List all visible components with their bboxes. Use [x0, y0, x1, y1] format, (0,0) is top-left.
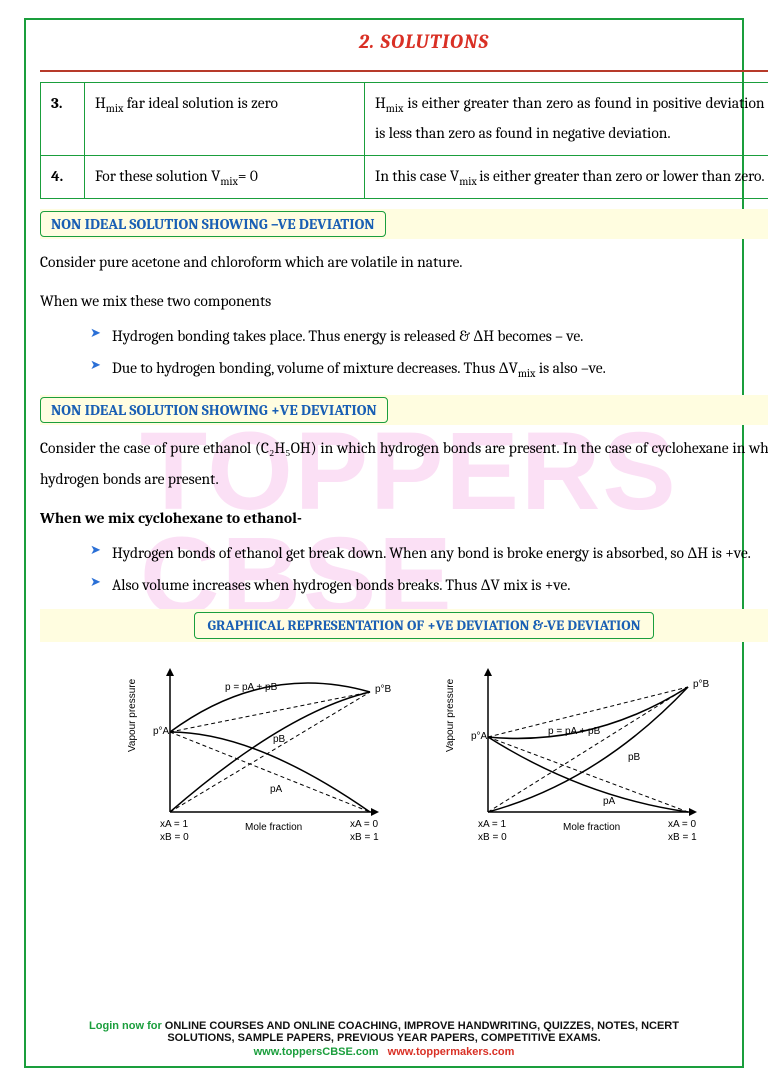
- xlabel: Mole fraction: [563, 822, 620, 833]
- bullet-list: Hydrogen bonds of ethanol get break down…: [90, 538, 768, 600]
- section-heading-graph: GRAPHICAL REPRESENTATION OF +VE DEVIATIO…: [194, 612, 653, 639]
- pB: pB: [273, 734, 286, 745]
- xA0: xA = 0: [350, 819, 379, 830]
- ylabel: Vapour pressure: [445, 678, 456, 752]
- ptotal: p = pA + pB: [225, 682, 278, 693]
- header-rule: [40, 70, 768, 72]
- footer-link-2[interactable]: www.toppermakers.com: [388, 1046, 515, 1058]
- list-item: Due to hydrogen bonding, volume of mixtu…: [90, 353, 768, 385]
- list-item: Hydrogen bonding takes place. Thus energ…: [90, 321, 768, 351]
- footer-line: Login now for ONLINE COURSES AND ONLINE …: [40, 1020, 728, 1032]
- heading-strip: NON IDEAL SOLUTION SHOWING –VE DEVIATION: [40, 209, 768, 239]
- row-index: 3.: [41, 83, 85, 156]
- comparison-table: 3. Hmix far ideal solution is zero Hmix …: [40, 82, 768, 199]
- pA: pA: [270, 784, 283, 795]
- pBo: p°B: [375, 684, 392, 695]
- header: 2. SOLUTIONS 8: [40, 30, 768, 66]
- row-right: Hmix is either greater than zero as foun…: [365, 83, 768, 156]
- graph-positive-deviation: Vapour pressure Mole fraction xA = 1 xB …: [115, 652, 415, 852]
- pA: pA: [603, 796, 616, 807]
- xA1: xA = 1: [160, 819, 189, 830]
- footer: Login now for ONLINE COURSES AND ONLINE …: [40, 1020, 728, 1058]
- paragraph: Consider pure acetone and chloroform whi…: [40, 247, 768, 278]
- ptotal: p = pA + pB: [548, 726, 601, 737]
- graphs-row: Vapour pressure Mole fraction xA = 1 xB …: [40, 652, 768, 852]
- row-left: Hmix far ideal solution is zero: [85, 83, 365, 156]
- chapter-title: 2. SOLUTIONS: [40, 30, 768, 53]
- xB1: xB = 1: [668, 832, 697, 843]
- ylabel: Vapour pressure: [127, 678, 138, 752]
- footer-link-1[interactable]: www.toppersCBSE.com: [254, 1046, 379, 1058]
- xA1: xA = 1: [478, 819, 507, 830]
- row-right: In this case Vmix is either greater than…: [365, 155, 768, 198]
- footer-text: ONLINE COURSES AND ONLINE COACHING, IMPR…: [165, 1020, 679, 1032]
- paragraph: When we mix these two components: [40, 286, 768, 317]
- xB0: xB = 0: [478, 832, 507, 843]
- footer-login: Login now for: [89, 1020, 165, 1032]
- paragraph: Consider the case of pure ethanol (C₂H₅O…: [40, 433, 768, 495]
- pAo: p°A: [471, 731, 488, 742]
- xB1: xB = 1: [350, 832, 379, 843]
- footer-links: www.toppersCBSE.com www.toppermakers.com: [40, 1046, 728, 1058]
- pAo: p°A: [153, 726, 170, 737]
- list-item: Also volume increases when hydrogen bond…: [90, 570, 768, 600]
- table-row: 4. For these solution Vmix= 0 In this ca…: [41, 155, 768, 198]
- row-left: For these solution Vmix= 0: [85, 155, 365, 198]
- section-heading-negative: NON IDEAL SOLUTION SHOWING –VE DEVIATION: [40, 211, 386, 237]
- bullet-list: Hydrogen bonding takes place. Thus energ…: [90, 321, 768, 385]
- pB: pB: [628, 752, 641, 763]
- table-row: 3. Hmix far ideal solution is zero Hmix …: [41, 83, 768, 156]
- footer-line: SOLUTIONS, SAMPLE PAPERS, PREVIOUS YEAR …: [40, 1032, 728, 1044]
- paragraph-bold: When we mix cyclohexane to ethanol-: [40, 503, 768, 534]
- graph-negative-deviation: Vapour pressure Mole fraction xA = 1 xB …: [433, 652, 733, 852]
- xlabel: Mole fraction: [245, 822, 302, 833]
- heading-strip: NON IDEAL SOLUTION SHOWING +VE DEVIATION: [40, 395, 768, 425]
- xA0: xA = 0: [668, 819, 697, 830]
- xB0: xB = 0: [160, 832, 189, 843]
- list-item: Hydrogen bonds of ethanol get break down…: [90, 538, 768, 568]
- heading-strip: GRAPHICAL REPRESENTATION OF +VE DEVIATIO…: [40, 609, 768, 642]
- section-heading-positive: NON IDEAL SOLUTION SHOWING +VE DEVIATION: [40, 397, 388, 423]
- pBo: p°B: [693, 679, 710, 690]
- row-index: 4.: [41, 155, 85, 198]
